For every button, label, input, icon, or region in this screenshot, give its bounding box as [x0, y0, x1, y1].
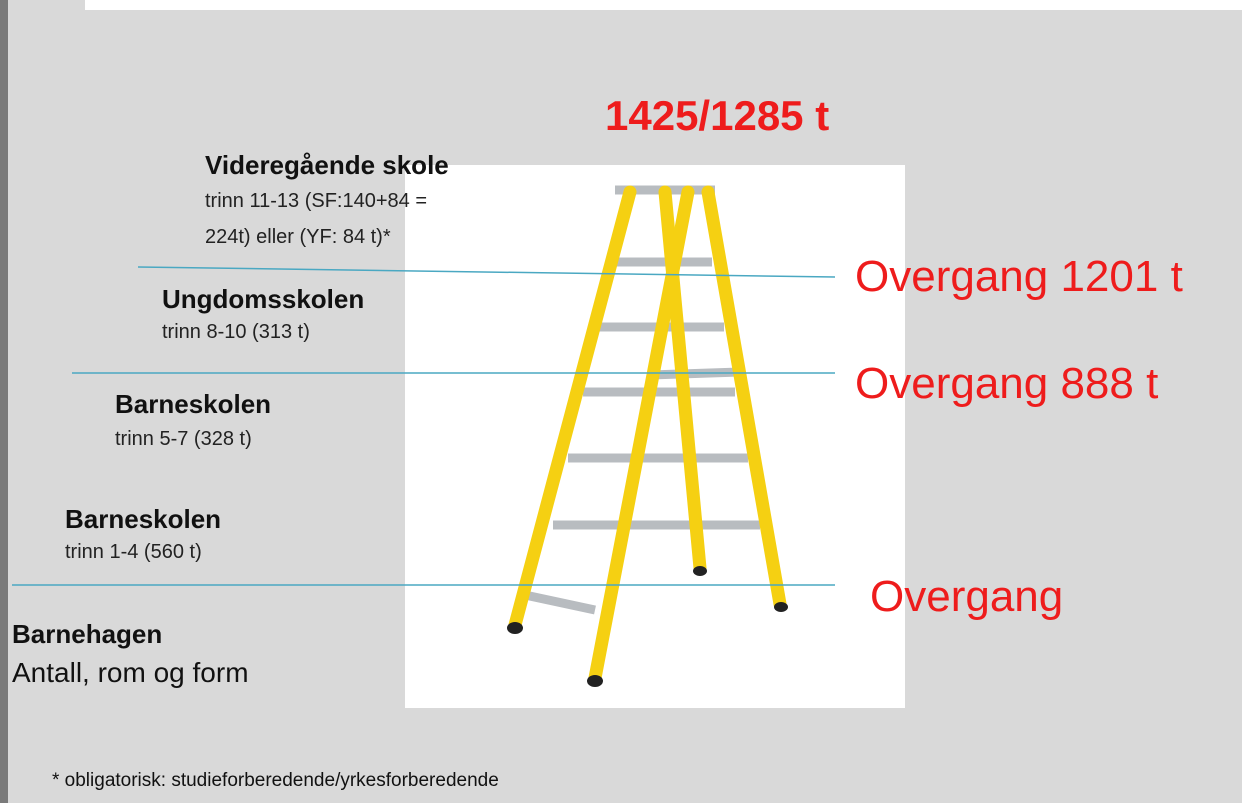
transition-label: Overgang 888 t	[855, 359, 1158, 409]
level-heading: Barneskolen	[65, 504, 221, 535]
level-detail: 224t) eller (YF: 84 t)*	[205, 226, 391, 249]
slide: 1425/1285 t Videregående skole trinn 11-…	[0, 0, 1242, 803]
title: 1425/1285 t	[605, 92, 829, 140]
level-detail: trinn 8-10 (313 t)	[162, 321, 310, 344]
level-detail: trinn 1-4 (560 t)	[65, 541, 202, 564]
level-detail: Antall, rom og form	[12, 657, 249, 689]
level-detail: trinn 11-13 (SF:140+84 =	[205, 190, 427, 213]
transition-label: Overgang	[870, 572, 1063, 622]
level-detail: trinn 5-7 (328 t)	[115, 428, 252, 451]
footnote: * obligatorisk: studieforberedende/yrkes…	[52, 770, 499, 792]
level-heading: Videregående skole	[205, 150, 449, 181]
level-heading: Ungdomsskolen	[162, 284, 364, 315]
level-heading: Barneskolen	[115, 389, 271, 420]
level-heading: Barnehagen	[12, 619, 162, 650]
photo-background	[405, 165, 905, 708]
transition-label: Overgang 1201 t	[855, 252, 1183, 302]
